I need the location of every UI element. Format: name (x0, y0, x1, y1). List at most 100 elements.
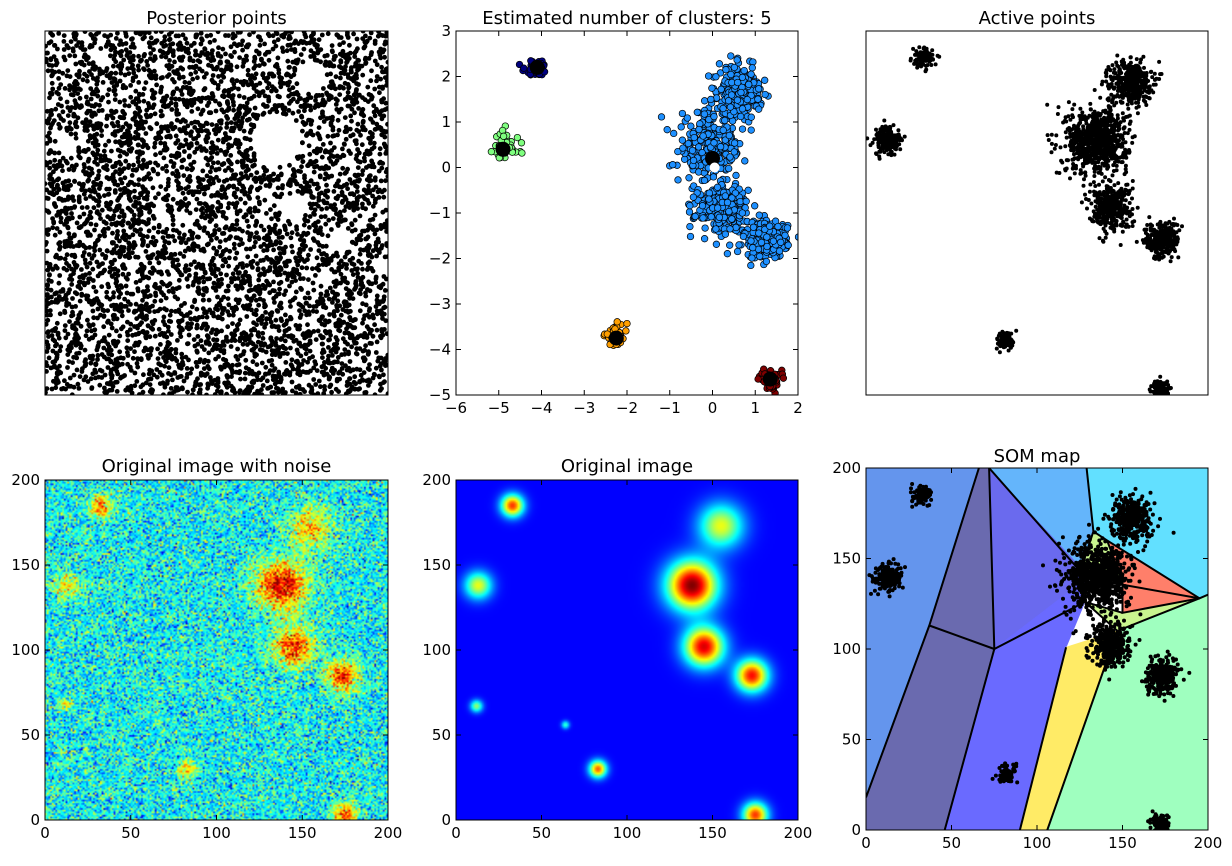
posterior-point (80, 47, 86, 52)
posterior-point (352, 266, 358, 272)
posterior-point (165, 208, 171, 214)
posterior-point (215, 137, 221, 143)
posterior-point (231, 241, 237, 247)
posterior-point (153, 238, 159, 244)
posterior-point (140, 36, 146, 42)
posterior-point (339, 366, 345, 371)
posterior-point (87, 354, 93, 359)
posterior-point (283, 360, 289, 365)
posterior-point (240, 160, 246, 165)
posterior-point (377, 52, 383, 58)
posterior-point (76, 279, 82, 285)
posterior-point (336, 261, 342, 266)
posterior-point (97, 233, 103, 239)
posterior-point (152, 333, 158, 339)
posterior-point (325, 31, 331, 37)
posterior-point (176, 320, 182, 325)
posterior-point (53, 204, 59, 210)
posterior-point (355, 165, 361, 171)
posterior-point (88, 86, 94, 91)
posterior-point (345, 90, 351, 95)
posterior-point (267, 181, 273, 187)
posterior-point (50, 359, 56, 365)
posterior-point (269, 84, 275, 89)
posterior-point (332, 207, 338, 213)
posterior-point (233, 369, 239, 375)
posterior-point (337, 92, 343, 97)
posterior-point (341, 85, 346, 91)
posterior-point (198, 182, 204, 187)
posterior-point (316, 125, 322, 130)
posterior-point (136, 80, 142, 85)
posterior-point (352, 54, 358, 59)
posterior-point (322, 387, 328, 393)
posterior-point (45, 342, 51, 348)
posterior-point (185, 341, 190, 347)
posterior-point (380, 298, 386, 304)
posterior-point (287, 183, 293, 189)
posterior-point (382, 130, 388, 135)
posterior-point (123, 275, 129, 280)
posterior-point (375, 236, 381, 242)
posterior-point (140, 306, 146, 312)
posterior-point (181, 254, 187, 259)
posterior-point (120, 41, 125, 47)
posterior-point (131, 212, 137, 218)
posterior-point (117, 333, 123, 339)
posterior-point (46, 62, 52, 68)
posterior-point (184, 40, 190, 46)
posterior-point (380, 49, 386, 55)
posterior-point (130, 223, 136, 229)
posterior-point (166, 176, 171, 182)
posterior-point (231, 276, 237, 282)
posterior-point (296, 301, 302, 307)
posterior-point (343, 204, 349, 210)
posterior-point (151, 225, 157, 231)
posterior-point (355, 66, 361, 72)
posterior-point (132, 308, 138, 314)
posterior-point (102, 338, 108, 344)
posterior-point (313, 361, 319, 367)
posterior-point (189, 321, 195, 327)
posterior-point (177, 251, 183, 256)
posterior-point (222, 191, 228, 197)
posterior-point (136, 182, 141, 188)
posterior-point (202, 86, 208, 91)
posterior-point (372, 372, 377, 378)
posterior-point (325, 133, 331, 139)
posterior-point (147, 125, 153, 130)
posterior-point (301, 31, 307, 34)
posterior-point (306, 252, 311, 258)
posterior-point (224, 64, 230, 69)
posterior-point (86, 276, 91, 282)
posterior-point (299, 265, 305, 271)
posterior-point (93, 289, 99, 294)
posterior-point (71, 111, 77, 117)
posterior-point (144, 107, 150, 113)
posterior-point (169, 308, 174, 314)
posterior-point (336, 327, 341, 333)
posterior-point (307, 295, 312, 301)
posterior-point (101, 148, 107, 154)
posterior-point (300, 59, 306, 65)
posterior-point (199, 68, 205, 74)
posterior-point (294, 81, 300, 87)
posterior-point (214, 151, 220, 156)
posterior-point (320, 347, 326, 353)
posterior-point (311, 31, 316, 37)
posterior-point (364, 267, 370, 272)
posterior-point (382, 54, 387, 60)
posterior-point (133, 74, 139, 79)
posterior-point (184, 166, 190, 172)
posterior-point (104, 66, 110, 71)
posterior-point (230, 312, 236, 318)
posterior-point (66, 359, 72, 364)
posterior-point (270, 46, 276, 52)
posterior-point (247, 282, 253, 288)
posterior-point (213, 131, 219, 137)
posterior-point (326, 353, 331, 359)
posterior-point (122, 103, 128, 108)
posterior-point (320, 355, 325, 360)
posterior-point (57, 162, 63, 168)
posterior-point (204, 33, 210, 39)
